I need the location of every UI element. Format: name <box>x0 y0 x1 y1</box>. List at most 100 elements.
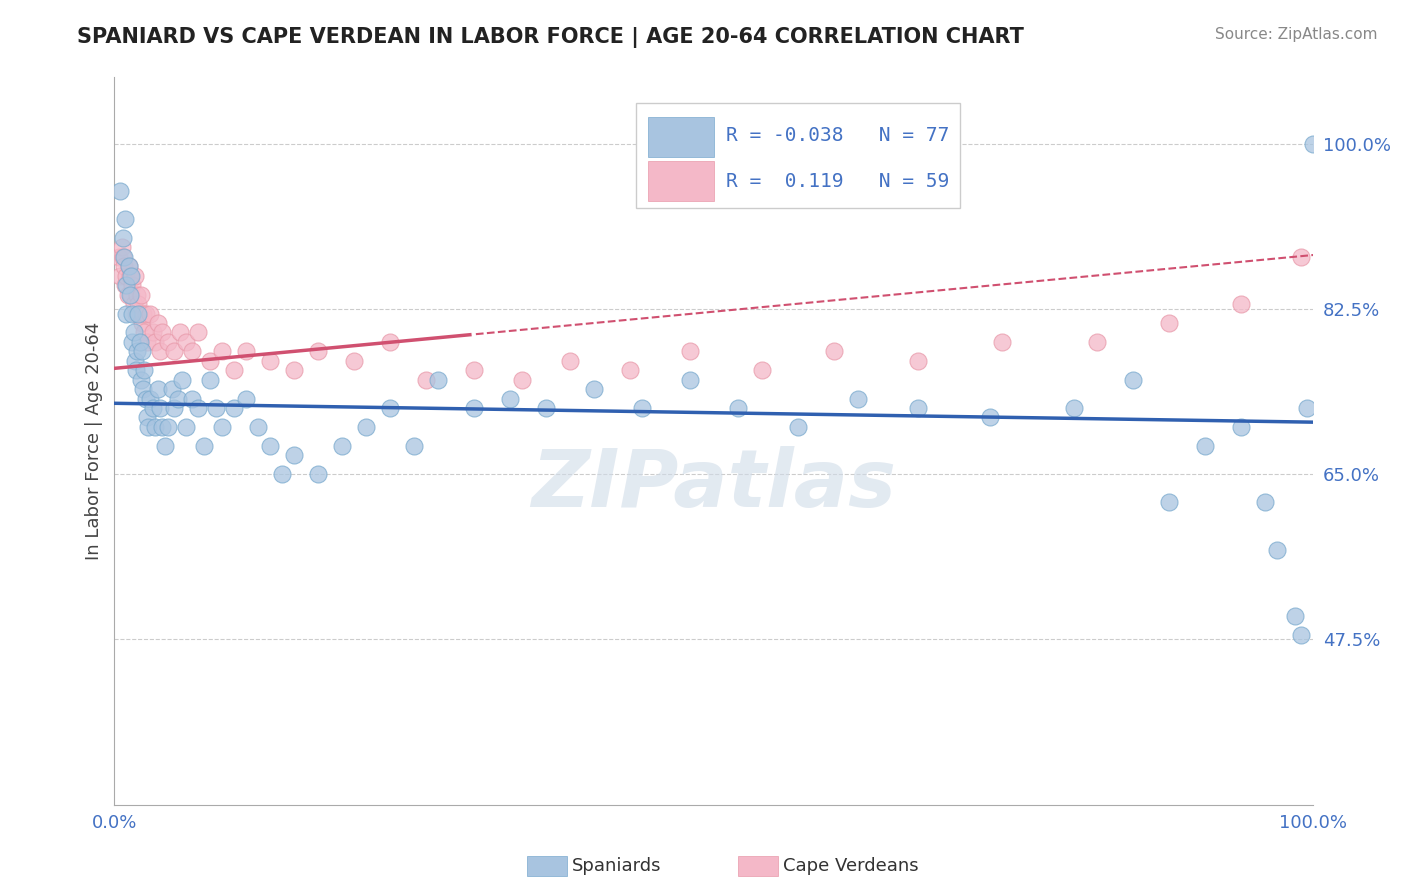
Point <box>187 326 209 340</box>
Point <box>1194 439 1216 453</box>
Point <box>283 448 305 462</box>
FancyBboxPatch shape <box>636 103 960 209</box>
Text: Cape Verdeans: Cape Verdeans <box>783 857 918 875</box>
Point <box>1265 542 1288 557</box>
Point <box>415 373 437 387</box>
Point <box>1284 608 1306 623</box>
Point <box>169 326 191 340</box>
Point <box>112 250 135 264</box>
Point <box>146 316 169 330</box>
Point <box>115 307 138 321</box>
Point <box>679 373 702 387</box>
Point <box>150 420 173 434</box>
Point <box>463 401 485 415</box>
Point <box>110 184 132 198</box>
Point <box>136 420 159 434</box>
Point <box>427 373 450 387</box>
Point <box>122 297 145 311</box>
Point <box>108 250 131 264</box>
Point <box>907 401 929 415</box>
Point <box>404 439 426 453</box>
Point <box>990 334 1012 349</box>
Point <box>193 439 215 453</box>
Point <box>1159 316 1181 330</box>
Point <box>176 334 198 349</box>
Point <box>582 382 605 396</box>
Point <box>129 373 152 387</box>
Point <box>378 334 401 349</box>
Point <box>510 373 533 387</box>
Point <box>259 353 281 368</box>
Point <box>112 260 135 274</box>
Point <box>149 401 172 415</box>
Point <box>118 268 141 283</box>
Point <box>150 326 173 340</box>
Point <box>115 268 138 283</box>
Point <box>121 278 143 293</box>
Point <box>122 326 145 340</box>
Point <box>160 382 183 396</box>
Point <box>115 278 138 293</box>
Point <box>499 392 522 406</box>
Text: Spaniards: Spaniards <box>572 857 662 875</box>
Point <box>114 212 136 227</box>
Point <box>200 353 222 368</box>
Point <box>128 334 150 349</box>
Point <box>354 420 377 434</box>
Point <box>135 307 157 321</box>
Point <box>167 392 190 406</box>
Point <box>181 392 204 406</box>
Point <box>235 344 257 359</box>
Point <box>679 344 702 359</box>
Point <box>163 401 186 415</box>
Point <box>163 344 186 359</box>
Point <box>135 410 157 425</box>
Point <box>135 334 157 349</box>
Text: R =  0.119   N = 59: R = 0.119 N = 59 <box>725 172 949 191</box>
Point <box>125 307 148 321</box>
Point <box>157 334 180 349</box>
Point <box>139 392 162 406</box>
Point <box>631 401 654 415</box>
FancyBboxPatch shape <box>648 161 714 201</box>
Point <box>200 373 222 387</box>
Point <box>110 268 132 283</box>
Point <box>1230 420 1253 434</box>
Point <box>1122 373 1144 387</box>
Point <box>1291 628 1313 642</box>
Point <box>235 392 257 406</box>
Point <box>727 401 749 415</box>
Point <box>110 240 132 254</box>
Point <box>558 353 581 368</box>
Point <box>134 363 156 377</box>
Point <box>211 344 233 359</box>
Point <box>259 439 281 453</box>
Point <box>181 344 204 359</box>
Point <box>127 307 149 321</box>
Point <box>463 363 485 377</box>
Point <box>307 467 329 482</box>
Text: ZIPatlas: ZIPatlas <box>531 446 897 524</box>
Point <box>907 353 929 368</box>
Point <box>170 373 193 387</box>
Point <box>134 326 156 340</box>
Point <box>823 344 845 359</box>
Point <box>124 353 146 368</box>
Point <box>1296 401 1319 415</box>
Point <box>129 287 152 301</box>
Point <box>979 410 1001 425</box>
Point <box>142 401 165 415</box>
Point <box>187 401 209 415</box>
Point <box>111 250 134 264</box>
Point <box>751 363 773 377</box>
Text: R = -0.038   N = 77: R = -0.038 N = 77 <box>725 126 949 145</box>
Point <box>131 316 153 330</box>
Point <box>176 420 198 434</box>
Point <box>127 344 149 359</box>
Point <box>330 439 353 453</box>
Point <box>283 363 305 377</box>
Point <box>1230 297 1253 311</box>
Text: SPANIARD VS CAPE VERDEAN IN LABOR FORCE | AGE 20-64 CORRELATION CHART: SPANIARD VS CAPE VERDEAN IN LABOR FORCE … <box>77 27 1024 48</box>
Point <box>1063 401 1085 415</box>
Point <box>111 231 134 245</box>
